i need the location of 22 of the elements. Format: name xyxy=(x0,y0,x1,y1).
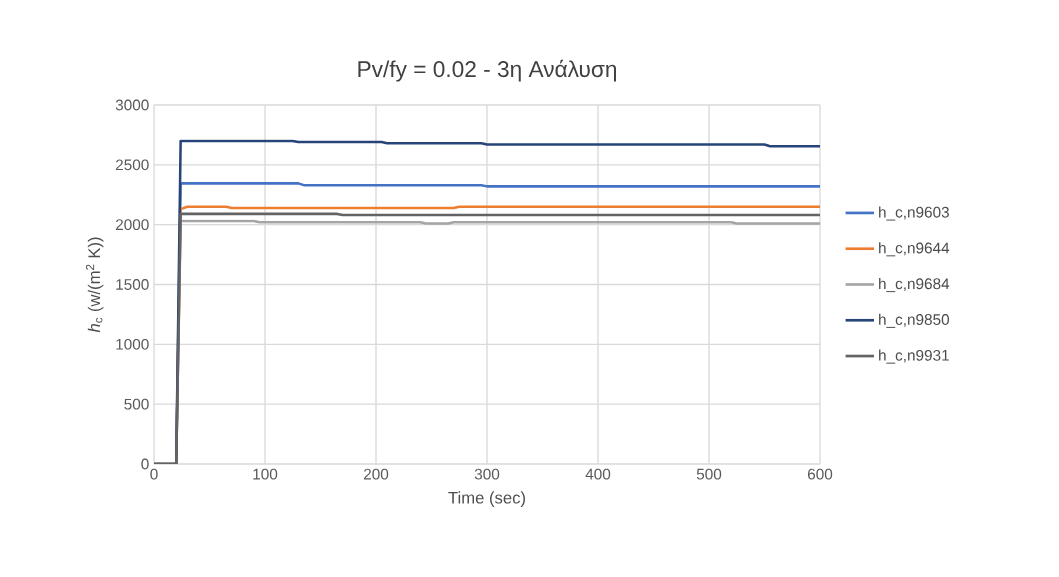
x-tick-label: 100 xyxy=(253,468,278,480)
y-tick-label: 2000 xyxy=(115,219,149,231)
legend-label: h_c,n9644 xyxy=(879,242,950,257)
x-axis-title: Time (sec) xyxy=(448,491,525,507)
y-axis-title: h$_{c}$ (w/(m$^{2}$ K)) xyxy=(85,237,104,333)
x-tick-label: 400 xyxy=(585,468,611,480)
y-tick-label: 1000 xyxy=(116,338,149,350)
x-tick-label: 300 xyxy=(474,468,500,480)
y-tick-label: 0 xyxy=(141,458,149,470)
x-tick-label: 200 xyxy=(363,468,389,480)
y-tick-label: 3000 xyxy=(115,99,149,111)
x-tick-label: 500 xyxy=(696,468,722,480)
legend-label: h_c,n9684 xyxy=(879,277,950,293)
legend-label: h_c,n9931 xyxy=(879,349,949,364)
y-tick-label: 2500 xyxy=(115,159,149,171)
y-tick-label: 1500 xyxy=(116,279,149,290)
chart-title: Pv/fy = 0.02 - 3η Ανάλυση xyxy=(358,59,616,82)
x-tick-label: 0 xyxy=(150,468,158,480)
x-tick-label: 600 xyxy=(807,468,833,480)
y-tick-label: 500 xyxy=(124,398,149,410)
legend-label: h_c,n9850 xyxy=(879,313,950,328)
legend-label: h_c,n9603 xyxy=(879,206,949,221)
